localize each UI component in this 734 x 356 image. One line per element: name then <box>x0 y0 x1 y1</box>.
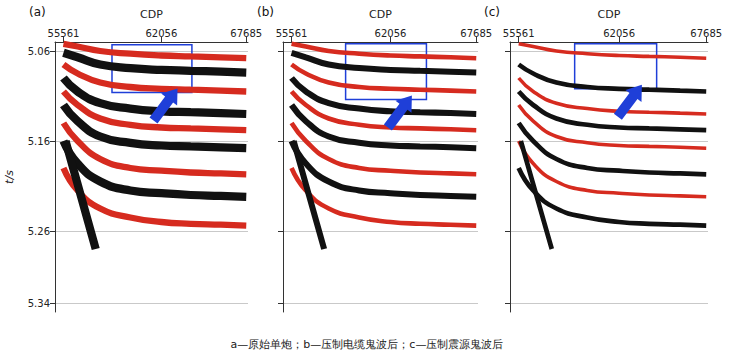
svg-text:5.26: 5.26 <box>28 226 50 237</box>
svg-text:a—原始单炮；b—压制电缆鬼波后；c—压制震源鬼波后: a—原始单炮；b—压制电缆鬼波后；c—压制震源鬼波后 <box>231 338 504 351</box>
svg-text:62056: 62056 <box>375 28 407 39</box>
svg-text:(b): (b) <box>257 5 274 19</box>
svg-text:CDP: CDP <box>598 8 621 21</box>
svg-text:CDP: CDP <box>369 8 392 21</box>
svg-text:CDP: CDP <box>140 8 163 21</box>
svg-text:55561: 55561 <box>48 28 80 39</box>
svg-text:62056: 62056 <box>145 28 177 39</box>
svg-text:55561: 55561 <box>503 28 535 39</box>
svg-text:55561: 55561 <box>276 28 308 39</box>
svg-text:67685: 67685 <box>460 28 492 39</box>
svg-text:5.16: 5.16 <box>28 136 50 147</box>
svg-text:67685: 67685 <box>230 28 262 39</box>
svg-text:(c): (c) <box>484 5 500 19</box>
svg-text:(a): (a) <box>29 5 46 19</box>
svg-text:5.34: 5.34 <box>28 298 50 309</box>
svg-text:t/s: t/s <box>3 170 16 184</box>
svg-text:5.06: 5.06 <box>28 46 50 57</box>
svg-text:62056: 62056 <box>603 28 635 39</box>
svg-text:67685: 67685 <box>690 28 722 39</box>
